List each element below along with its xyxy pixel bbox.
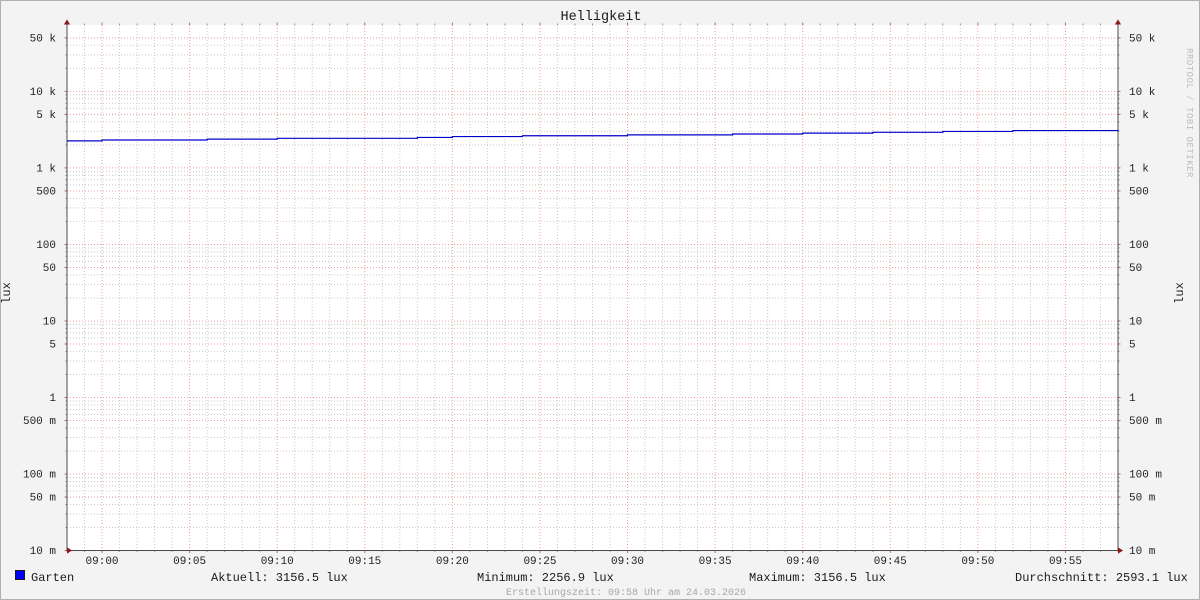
svg-text:5 k: 5 k bbox=[36, 110, 56, 122]
svg-text:1 k: 1 k bbox=[1129, 163, 1149, 175]
svg-text:50 k: 50 k bbox=[1129, 33, 1156, 45]
svg-text:50 m: 50 m bbox=[1129, 493, 1156, 505]
svg-text:09:45: 09:45 bbox=[874, 556, 907, 568]
svg-text:500 m: 500 m bbox=[23, 416, 56, 428]
svg-text:09:10: 09:10 bbox=[261, 556, 294, 568]
svg-text:1 k: 1 k bbox=[36, 163, 56, 175]
svg-text:500 m: 500 m bbox=[1129, 416, 1162, 428]
svg-text:09:00: 09:00 bbox=[86, 556, 119, 568]
svg-text:10: 10 bbox=[1129, 316, 1142, 328]
svg-text:10: 10 bbox=[43, 316, 56, 328]
svg-text:09:25: 09:25 bbox=[523, 556, 556, 568]
svg-text:09:40: 09:40 bbox=[786, 556, 819, 568]
svg-text:09:35: 09:35 bbox=[699, 556, 732, 568]
svg-text:10 m: 10 m bbox=[30, 546, 57, 558]
svg-text:500: 500 bbox=[1129, 186, 1149, 198]
svg-text:100 m: 100 m bbox=[23, 470, 56, 482]
svg-text:5: 5 bbox=[49, 340, 56, 352]
svg-text:50: 50 bbox=[1129, 263, 1142, 275]
svg-text:500: 500 bbox=[36, 186, 56, 198]
svg-text:10 k: 10 k bbox=[30, 87, 57, 99]
svg-text:50 m: 50 m bbox=[30, 493, 57, 505]
svg-text:100: 100 bbox=[36, 240, 56, 252]
svg-text:5 k: 5 k bbox=[1129, 110, 1149, 122]
svg-text:50: 50 bbox=[43, 263, 56, 275]
svg-text:09:15: 09:15 bbox=[348, 556, 381, 568]
svg-text:5: 5 bbox=[1129, 340, 1136, 352]
svg-text:1: 1 bbox=[1129, 393, 1136, 405]
svg-text:100: 100 bbox=[1129, 240, 1149, 252]
svg-text:10 m: 10 m bbox=[1129, 546, 1156, 558]
svg-text:10 k: 10 k bbox=[1129, 87, 1156, 99]
svg-text:09:55: 09:55 bbox=[1049, 556, 1082, 568]
svg-text:09:50: 09:50 bbox=[961, 556, 994, 568]
svg-text:09:05: 09:05 bbox=[173, 556, 206, 568]
svg-text:50 k: 50 k bbox=[30, 33, 57, 45]
svg-text:1: 1 bbox=[49, 393, 56, 405]
svg-text:09:30: 09:30 bbox=[611, 556, 644, 568]
svg-text:100 m: 100 m bbox=[1129, 470, 1162, 482]
svg-text:09:20: 09:20 bbox=[436, 556, 469, 568]
